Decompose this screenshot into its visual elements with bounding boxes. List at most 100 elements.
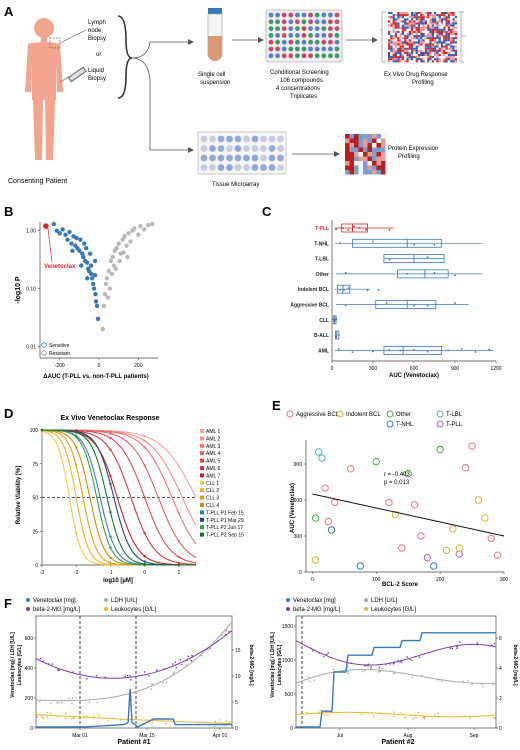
heatmap-cell bbox=[411, 47, 414, 50]
heatmap-cell bbox=[427, 45, 430, 48]
e-ytick-label: 900 bbox=[294, 462, 303, 468]
heatmap-cell bbox=[415, 28, 418, 31]
heatmap-cell bbox=[440, 49, 444, 52]
ldh-curve-point bbox=[492, 683, 494, 686]
tma-core bbox=[209, 145, 216, 152]
d-point bbox=[143, 434, 146, 438]
ldh-curve-point bbox=[313, 679, 315, 681]
heatmap-cell bbox=[420, 33, 423, 36]
protein-cell bbox=[372, 156, 377, 161]
heatmap-cell bbox=[443, 28, 446, 31]
heatmap-cell bbox=[434, 45, 437, 48]
e-point bbox=[324, 517, 333, 526]
heatmap-cell bbox=[447, 58, 451, 61]
leuko-curve-point bbox=[379, 712, 381, 715]
e-legend-swatch bbox=[386, 410, 394, 418]
heatmap-cell bbox=[431, 16, 434, 19]
heatmap-cell bbox=[413, 28, 416, 31]
tma-core bbox=[226, 164, 233, 171]
heatmap-cell bbox=[422, 14, 425, 17]
heatmap-cell bbox=[440, 56, 444, 59]
heatmap-cell bbox=[438, 58, 441, 61]
d-point bbox=[143, 496, 146, 499]
heatmap-cell bbox=[450, 43, 453, 46]
d-point bbox=[143, 554, 146, 558]
heatmap-cell bbox=[429, 51, 432, 54]
leuko-curve-point bbox=[72, 717, 75, 719]
heatmap-cell bbox=[404, 51, 407, 54]
lymph-label-2: node bbox=[88, 28, 102, 34]
d-point bbox=[143, 439, 146, 443]
e-point bbox=[321, 484, 329, 492]
heatmap-cell bbox=[397, 33, 400, 36]
protein-cell bbox=[363, 161, 368, 166]
heatmap-cell bbox=[436, 14, 439, 17]
heatmap-cell bbox=[452, 20, 455, 23]
heatmap-cell bbox=[406, 12, 409, 15]
d-legend-swatch bbox=[200, 458, 204, 463]
heatmap-cell bbox=[454, 26, 457, 29]
panel-e-scatter: 0 300 600 900 0 100 200 300 bbox=[294, 440, 508, 583]
heatmap-cell bbox=[434, 47, 437, 50]
ldh-curve-point bbox=[71, 702, 73, 705]
leuko-curve-point bbox=[422, 716, 425, 719]
ldh-curve-point bbox=[207, 649, 210, 651]
heatmap-cell bbox=[424, 39, 428, 42]
panel-c-xlabel: AUC (Venetoclax) bbox=[389, 373, 439, 379]
e-point bbox=[372, 457, 380, 466]
heatmap-cell bbox=[438, 30, 441, 33]
e-point bbox=[461, 463, 470, 472]
heatmap-cell bbox=[392, 54, 395, 57]
heatmap-cell bbox=[427, 26, 430, 29]
heatmap-cell bbox=[397, 56, 400, 59]
heatmap-cell bbox=[434, 60, 437, 63]
well bbox=[308, 19, 313, 25]
ldh-curve-point bbox=[308, 680, 310, 683]
c-group-label: Other bbox=[316, 272, 329, 278]
heatmap-cell bbox=[450, 30, 453, 33]
tma-core bbox=[209, 164, 216, 171]
b2mg-curve bbox=[35, 630, 233, 679]
leuko-curve-point bbox=[457, 715, 459, 718]
heatmap-cell bbox=[443, 35, 446, 38]
heatmap-cell bbox=[390, 43, 393, 46]
heatmap-cell bbox=[438, 35, 441, 38]
tma-cores bbox=[200, 135, 284, 171]
leuko-curve-point bbox=[320, 709, 322, 711]
panel-d-curves: 0 25 50 75 100 -3 -2 -1 0 1 bbox=[30, 428, 197, 576]
protein-cell bbox=[345, 170, 350, 175]
heatmap-cell bbox=[440, 14, 444, 17]
tma-core bbox=[200, 145, 208, 152]
heatmap-cell bbox=[406, 24, 409, 27]
leuko-curve-point bbox=[46, 716, 49, 719]
heatmap-cell bbox=[445, 26, 448, 29]
b2mg-curve-point bbox=[427, 651, 430, 654]
b2mg-curve-point bbox=[414, 655, 417, 658]
heatmap-cell bbox=[413, 24, 416, 27]
leuko-curve-point bbox=[306, 711, 309, 714]
well bbox=[328, 33, 333, 38]
well bbox=[314, 19, 320, 25]
heatmap-cell bbox=[445, 28, 448, 31]
heatmap-cell bbox=[431, 12, 434, 15]
heatmap-cell bbox=[406, 49, 409, 52]
f-ytick-label: 200 bbox=[25, 696, 34, 702]
resistant-point bbox=[110, 254, 115, 260]
heatmap-cell bbox=[406, 14, 409, 17]
heatmap-cell bbox=[452, 22, 455, 25]
heatmap-cell bbox=[413, 60, 416, 63]
heatmap-cell bbox=[394, 18, 398, 21]
heatmap-cell bbox=[388, 51, 391, 54]
well bbox=[314, 39, 320, 45]
heatmap-cell bbox=[443, 54, 446, 57]
heatmap-cell bbox=[413, 43, 416, 46]
heatmap-cell bbox=[420, 16, 423, 19]
heatmap-cell bbox=[392, 24, 395, 27]
f-y2tick-label: 0 bbox=[235, 726, 238, 732]
ldh-curve-point bbox=[369, 667, 372, 670]
protein-cell bbox=[345, 138, 350, 143]
heatmap-cell bbox=[447, 30, 451, 33]
ldh-curve-point bbox=[471, 683, 473, 686]
leuko-curve-point bbox=[70, 717, 73, 720]
heatmap-cell bbox=[394, 39, 398, 42]
